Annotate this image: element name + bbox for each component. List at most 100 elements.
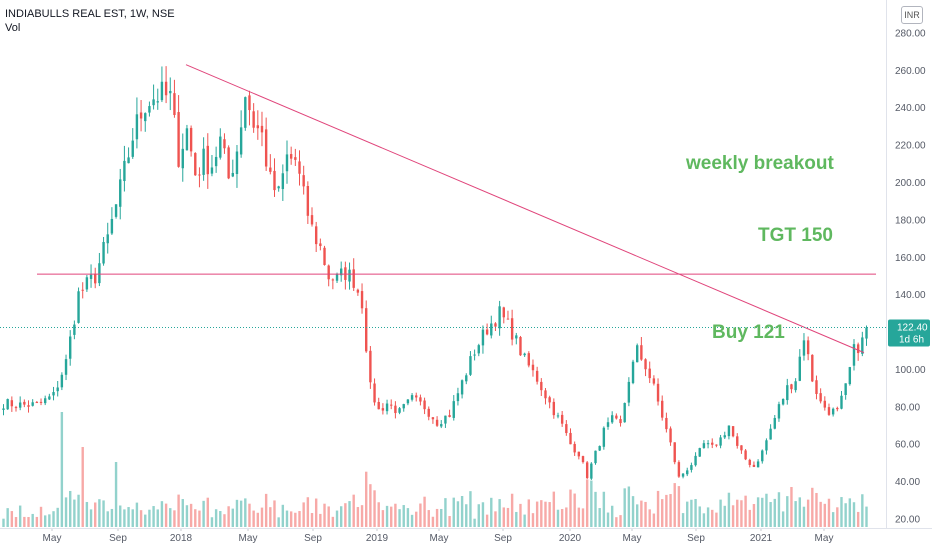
volume-bar [465, 504, 468, 527]
volume-bar [602, 491, 606, 527]
volume-bar [365, 471, 368, 527]
candle-body [531, 364, 535, 371]
candle-body [331, 279, 335, 281]
y-tick-label: 80.00 [895, 402, 920, 413]
annotation-buy: Buy 121 [712, 322, 785, 343]
candle-body [306, 186, 310, 216]
volume-bar [39, 506, 43, 527]
candle-body [43, 398, 47, 404]
volume-bar [69, 490, 72, 527]
volume-bar [331, 516, 335, 527]
volume-bar [615, 517, 618, 527]
candle-body [540, 381, 543, 391]
volume-bar [535, 501, 539, 527]
volume-bar [52, 511, 55, 527]
volume-bar [298, 511, 301, 527]
volume-bar [719, 499, 722, 527]
y-tick-label: 60.00 [895, 440, 920, 451]
candle-body [802, 340, 806, 356]
trendline[interactable] [185, 64, 865, 354]
volume-bar [23, 516, 26, 527]
candle-body [39, 401, 43, 403]
volume-bar [427, 510, 430, 527]
candle-body [469, 356, 472, 375]
volume-bar [623, 488, 626, 527]
volume-bar [177, 494, 180, 527]
candle-body [636, 345, 639, 363]
currency-button[interactable]: INR [901, 6, 923, 24]
volume-bar [377, 502, 380, 527]
volume-bar [786, 496, 789, 527]
volume-bar [560, 509, 564, 527]
volume-bar [506, 507, 510, 527]
candle-body [135, 114, 139, 140]
y-tick-label: 40.00 [895, 477, 920, 488]
volume-bar [214, 509, 218, 527]
candle-body [64, 359, 68, 375]
candle-body [640, 345, 643, 360]
candle-body [18, 402, 22, 408]
x-tick-label: Sep [109, 533, 127, 544]
volume-bar [527, 499, 531, 527]
candle-body [606, 422, 610, 427]
annotation-weekly-breakout: weekly breakout [685, 153, 835, 174]
volume-bar [390, 506, 393, 527]
candle-body [690, 465, 693, 470]
volume-bar [469, 491, 472, 527]
volume-bar [444, 498, 447, 527]
candle-body [711, 442, 714, 445]
price-axis[interactable]: 20.0040.0060.0080.00100.00120.00140.0016… [886, 0, 927, 528]
candle-body [644, 359, 647, 370]
volume-bar [119, 505, 122, 527]
volume-bar [569, 489, 572, 527]
candle-body [102, 241, 105, 264]
volume-bar [306, 497, 310, 527]
candle-body [427, 408, 430, 417]
candle-body [48, 396, 51, 400]
volume-bar [206, 497, 209, 527]
volume-bar [686, 501, 689, 527]
volume-bar [294, 512, 297, 527]
volume-bars [2, 412, 868, 527]
candle-body [686, 470, 689, 475]
time-axis[interactable]: May Sep 2018 May Sep 2019 May Sep 2020 May Sep 2021… [0, 528, 932, 544]
volume-bar [344, 503, 347, 527]
candle-body [123, 160, 126, 182]
volume-bar [544, 501, 547, 527]
candle-body [619, 419, 622, 424]
candle-body [552, 401, 556, 416]
volume-bar [556, 509, 560, 527]
candle-body [181, 148, 184, 169]
candle-body [665, 417, 668, 430]
x-tick-label: 2019 [366, 533, 389, 544]
volume-bar [114, 462, 118, 527]
candle-body [239, 127, 243, 155]
volume-bar [156, 509, 159, 527]
candle-body [6, 399, 9, 410]
candle-body [510, 318, 514, 340]
candle-body [394, 405, 397, 414]
candle-body [127, 157, 130, 164]
candle-body [527, 353, 531, 366]
candle-body [231, 172, 234, 177]
volume-bar [852, 502, 856, 527]
candle-body [269, 167, 272, 172]
volume-bar [456, 501, 460, 527]
volume-bar [260, 507, 264, 527]
candle-body [656, 383, 660, 402]
candle-body [673, 442, 676, 463]
candle-body [581, 456, 585, 463]
volume-bar [831, 512, 835, 527]
volume-bar [744, 495, 747, 527]
y-tick-label: 160.00 [895, 253, 926, 264]
volume-bar [102, 500, 105, 527]
candle-body [844, 383, 847, 395]
candle-body [289, 154, 293, 159]
candle-body [819, 393, 822, 402]
volume-bar [840, 497, 843, 527]
volume-bar [736, 499, 739, 527]
candle-body [823, 400, 827, 408]
candle-body [410, 395, 414, 400]
volume-bar [419, 503, 422, 527]
